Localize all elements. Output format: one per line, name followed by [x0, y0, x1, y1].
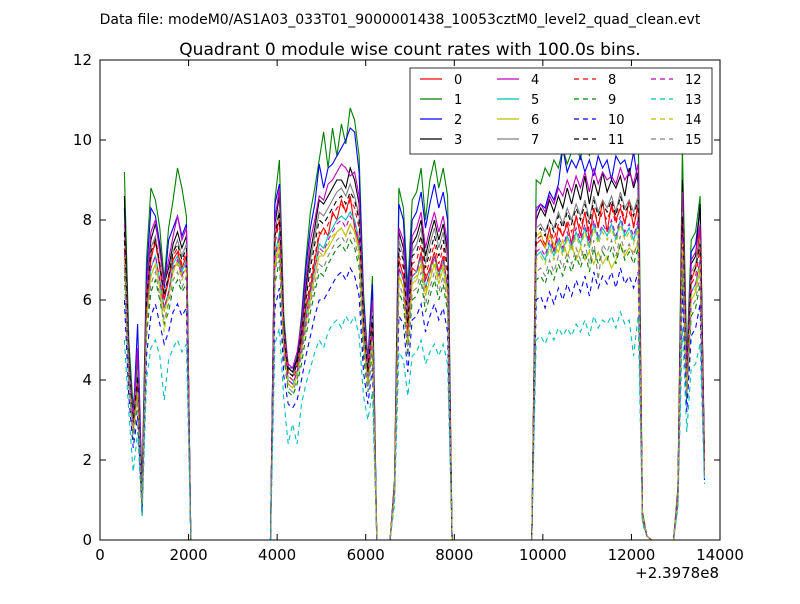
series-line-5 [123, 210, 706, 540]
legend-label-7: 7 [531, 133, 539, 148]
legend-box [409, 67, 713, 155]
series-line-1 [123, 107, 706, 540]
legend-label-2: 2 [454, 113, 462, 128]
y-tick-label: 8 [82, 211, 92, 229]
legend-label-12: 12 [685, 73, 702, 88]
figure-suptitle: Data file: modeM0/AS1A03_033T01_90000014… [100, 12, 701, 28]
legend-label-15: 15 [685, 133, 702, 148]
x-tick-label: 10000 [519, 546, 567, 564]
x-tick-label: 2000 [169, 546, 207, 564]
series-line-10 [123, 266, 706, 540]
x-tick-label: 14000 [696, 546, 744, 564]
series-line-7 [123, 182, 706, 540]
series-line-4 [123, 163, 706, 540]
legend-label-5: 5 [531, 93, 539, 108]
x-tick-label: 0 [95, 546, 105, 564]
series-line-14 [123, 222, 706, 540]
x-axis-offset-label: +2.3978e8 [635, 564, 719, 582]
x-tick-label: 12000 [608, 546, 656, 564]
series-line-13 [123, 310, 706, 540]
series-line-12 [123, 214, 706, 540]
legend-label-13: 13 [685, 93, 702, 108]
y-tick-label: 6 [82, 291, 92, 309]
axes: 0 2000 4000 6000 8000 10000 12000 1400002468101… [73, 51, 744, 564]
series-line-6 [123, 222, 706, 540]
legend-label-3: 3 [454, 133, 462, 148]
legend-label-14: 14 [685, 113, 702, 128]
y-tick-label: 12 [73, 51, 92, 69]
legend-label-0: 0 [454, 73, 462, 88]
series-line-11 [123, 190, 706, 540]
x-tick-label: 4000 [258, 546, 296, 564]
series-layer [123, 107, 706, 540]
legend-label-4: 4 [531, 73, 539, 88]
y-tick-label: 0 [82, 531, 92, 549]
x-tick-label: 6000 [347, 546, 385, 564]
legend-label-6: 6 [531, 113, 539, 128]
y-tick-label: 10 [73, 131, 92, 149]
series-line-15 [123, 230, 706, 540]
legend-label-1: 1 [454, 93, 462, 108]
series-line-2 [123, 127, 706, 540]
chart-title: Quadrant 0 module wise count rates with … [179, 40, 640, 60]
legend-label-9: 9 [608, 93, 616, 108]
x-tick-label: 8000 [435, 546, 473, 564]
y-tick-label: 4 [82, 371, 92, 389]
series-line-8 [123, 198, 706, 540]
legend-label-10: 10 [608, 113, 625, 128]
y-tick-label: 2 [82, 451, 92, 469]
legend-label-11: 11 [608, 133, 625, 148]
series-line-9 [123, 238, 706, 540]
legend-label-8: 8 [608, 73, 616, 88]
